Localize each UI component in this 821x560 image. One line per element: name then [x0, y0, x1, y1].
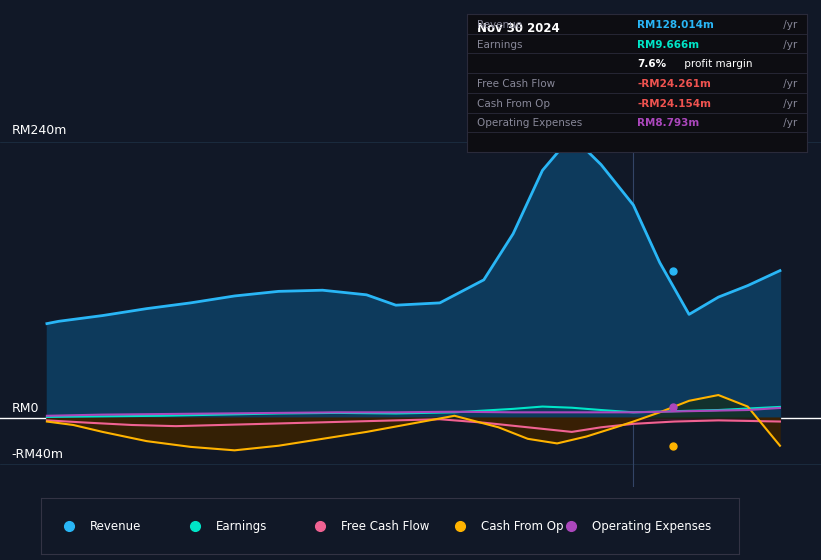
Text: Free Cash Flow: Free Cash Flow [477, 79, 555, 89]
Text: profit margin: profit margin [681, 59, 753, 69]
Text: Earnings: Earnings [477, 40, 523, 50]
Text: Revenue: Revenue [90, 520, 141, 533]
Text: /yr: /yr [780, 79, 797, 89]
Text: /yr: /yr [780, 99, 797, 109]
Text: Free Cash Flow: Free Cash Flow [342, 520, 429, 533]
Text: Cash From Op: Cash From Op [477, 99, 550, 109]
Text: RM240m: RM240m [11, 124, 67, 137]
Text: -RM24.154m: -RM24.154m [637, 99, 711, 109]
Text: /yr: /yr [780, 40, 797, 50]
Text: Nov 30 2024: Nov 30 2024 [477, 22, 560, 35]
Text: RM9.666m: RM9.666m [637, 40, 699, 50]
Text: RM8.793m: RM8.793m [637, 119, 699, 128]
Text: RM128.014m: RM128.014m [637, 20, 714, 30]
Text: Revenue: Revenue [477, 20, 522, 30]
Text: Earnings: Earnings [216, 520, 267, 533]
Text: /yr: /yr [780, 20, 797, 30]
Text: 7.6%: 7.6% [637, 59, 666, 69]
Text: RM0: RM0 [11, 402, 39, 414]
Text: -RM40m: -RM40m [11, 447, 64, 461]
Text: /yr: /yr [780, 119, 797, 128]
Text: -RM24.261m: -RM24.261m [637, 79, 711, 89]
Text: Operating Expenses: Operating Expenses [593, 520, 712, 533]
Text: Cash From Op: Cash From Op [481, 520, 563, 533]
Text: Operating Expenses: Operating Expenses [477, 119, 582, 128]
